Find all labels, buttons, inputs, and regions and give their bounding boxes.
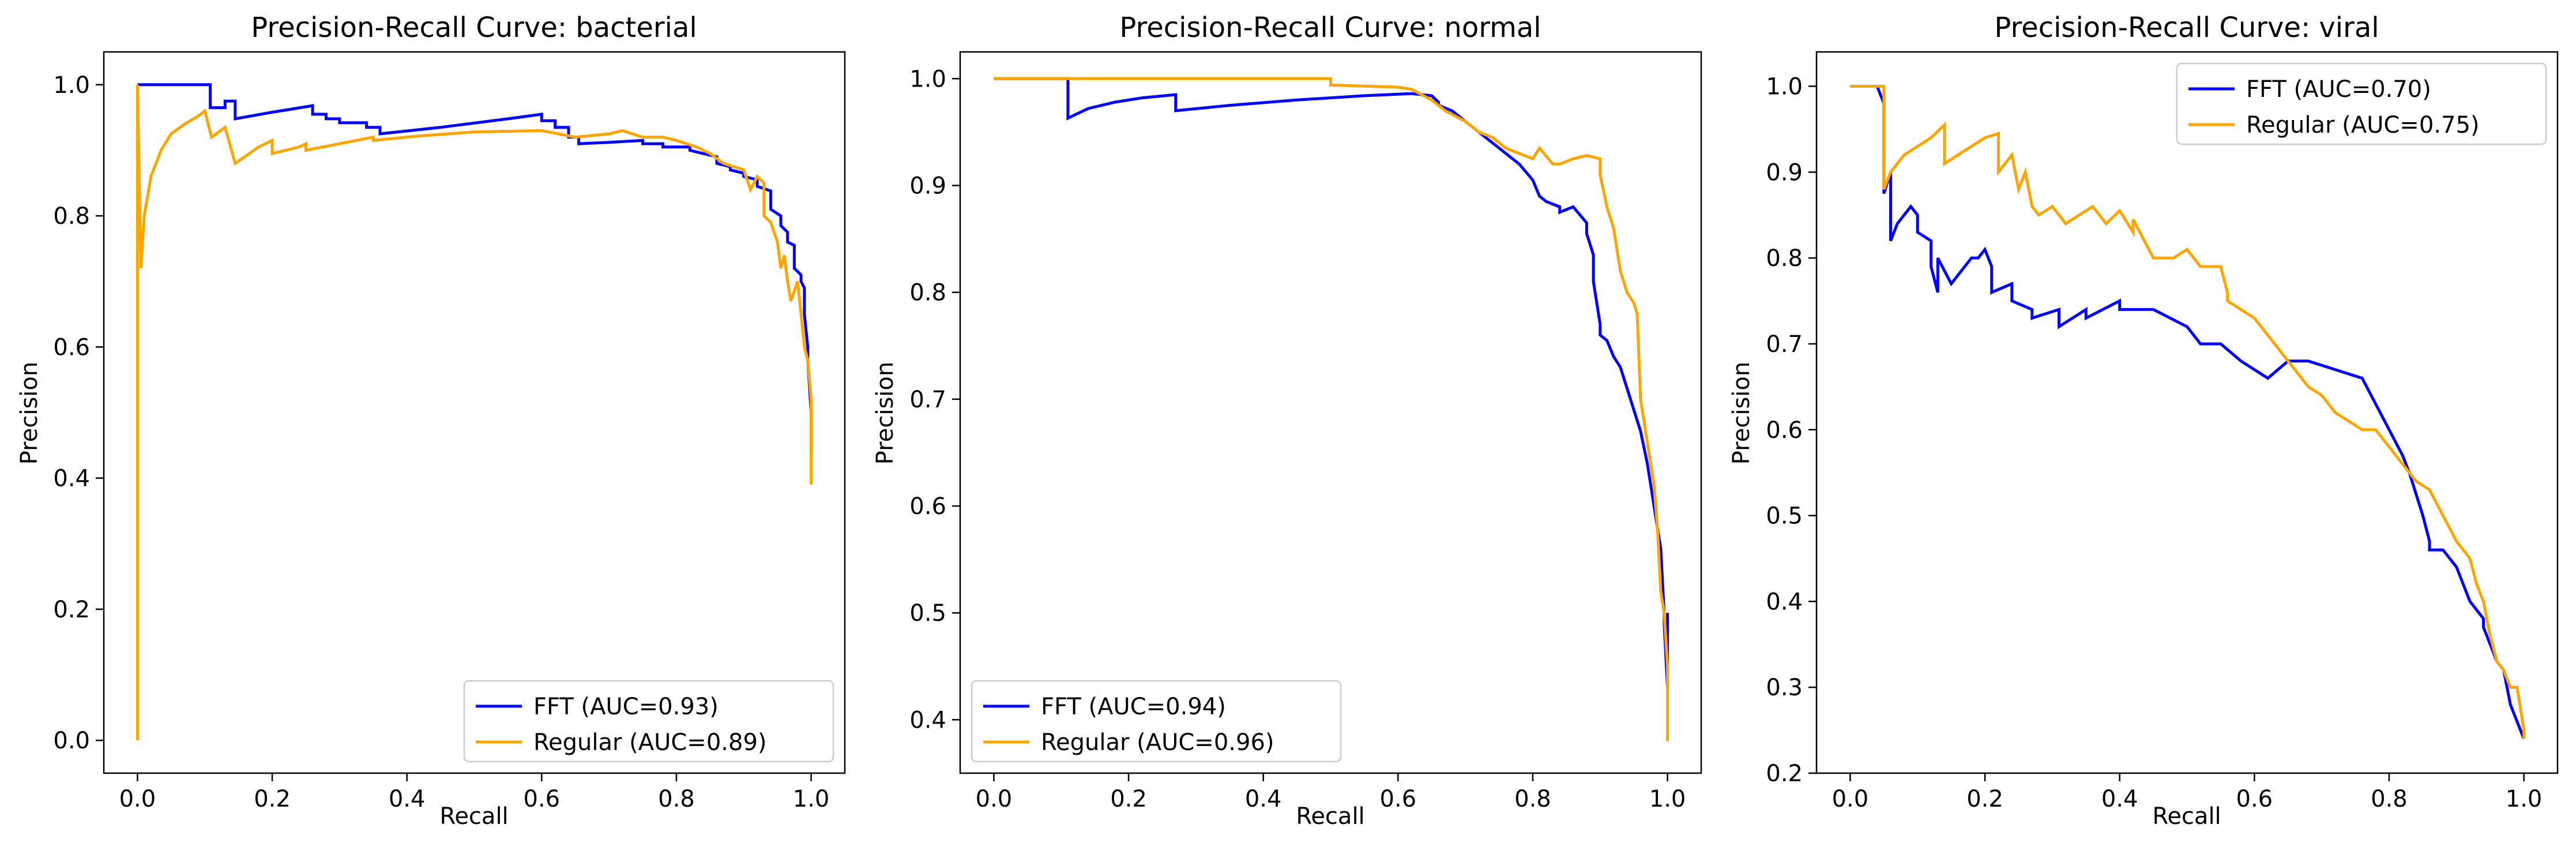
y-tick-label: 0.2 xyxy=(1766,760,1803,787)
y-tick-label: 0.2 xyxy=(53,597,90,623)
y-tick-label: 0.5 xyxy=(909,600,946,627)
x-tick-label: 0.2 xyxy=(1110,786,1147,812)
y-tick-label: 0.8 xyxy=(909,280,946,306)
chart-title: Precision-Recall Curve: bacterial xyxy=(251,12,697,44)
x-tick-label: 0.0 xyxy=(1832,786,1869,812)
y-tick-label: 0.4 xyxy=(1766,589,1803,615)
x-tick-label: 0.8 xyxy=(658,786,695,812)
y-tick-label: 0.4 xyxy=(53,466,90,492)
series-layer xyxy=(1850,85,2526,740)
legend-label-regular: Regular (AUC=0.89) xyxy=(533,729,767,756)
y-tick-label: 0.8 xyxy=(1766,245,1803,272)
legend-label-fft: FFT (AUC=0.93) xyxy=(533,694,719,720)
y-axis-label: Precision xyxy=(16,362,43,464)
y-axis-label: Precision xyxy=(872,362,898,464)
y-tick-label: 0.4 xyxy=(909,707,946,733)
x-axis-label: Recall xyxy=(2152,803,2221,830)
series-layer xyxy=(136,83,813,741)
x-tick-label: 0.0 xyxy=(976,786,1013,812)
y-tick-label: 1.0 xyxy=(53,72,90,99)
series-layer xyxy=(994,77,1669,741)
series-line-fft xyxy=(1850,85,2525,740)
plot-frame xyxy=(103,51,846,774)
y-tick-label: 0.5 xyxy=(1766,503,1803,530)
legend-label-regular: Regular (AUC=0.75) xyxy=(2246,112,2480,138)
legend-box xyxy=(2176,62,2547,145)
y-tick-label: 0.7 xyxy=(1766,331,1803,358)
series-line-fft xyxy=(137,83,813,452)
chart-panel-bacterial: Precision-Recall Curve: bacterial Recall… xyxy=(16,12,846,830)
legend-label-regular: Regular (AUC=0.96) xyxy=(1041,729,1274,756)
x-tick-label: 0.8 xyxy=(1514,786,1551,812)
x-tick-label: 0.6 xyxy=(524,786,561,812)
x-axis-label: Recall xyxy=(1296,803,1364,830)
series-line-regular xyxy=(1850,85,2526,739)
x-tick-label: 0.6 xyxy=(2236,786,2273,812)
x-tick-label: 0.4 xyxy=(389,786,426,812)
legend-box xyxy=(463,680,834,763)
plot-frame xyxy=(1815,51,2559,774)
y-tick-label: 0.3 xyxy=(1766,674,1803,701)
y-tick-label: 1.0 xyxy=(909,66,946,92)
chart-title: Precision-Recall Curve: viral xyxy=(1994,12,2379,44)
x-tick-label: 0.4 xyxy=(2101,786,2138,812)
chart-title: Precision-Recall Curve: normal xyxy=(1119,12,1541,44)
x-tick-label: 1.0 xyxy=(1649,786,1686,812)
x-tick-label: 0.4 xyxy=(1245,786,1282,812)
x-axis-label: Recall xyxy=(439,803,508,830)
y-tick-label: 0.7 xyxy=(909,387,946,413)
legend-box xyxy=(971,680,1342,763)
x-tick-label: 0.8 xyxy=(2371,786,2408,812)
x-tick-label: 1.0 xyxy=(2506,786,2543,812)
y-tick-label: 0.9 xyxy=(909,173,946,199)
y-tick-label: 1.0 xyxy=(1766,74,1803,100)
series-line-regular xyxy=(994,77,1669,741)
y-tick-label: 0.6 xyxy=(53,334,90,361)
x-tick-label: 1.0 xyxy=(793,786,830,812)
series-line-regular xyxy=(136,84,813,741)
plot-frame xyxy=(959,51,1702,774)
y-tick-label: 0.6 xyxy=(909,493,946,520)
x-tick-label: 0.6 xyxy=(1380,786,1417,812)
y-axis-label: Precision xyxy=(1728,362,1755,464)
series-line-fft xyxy=(994,77,1669,688)
y-tick-label: 0.6 xyxy=(1766,417,1803,444)
chart-panel-viral: Precision-Recall Curve: viral Recall Pre… xyxy=(1728,12,2559,830)
y-tick-label: 0.8 xyxy=(53,203,90,230)
axis-ticks: 0.0 0.2 0.4 0.6 0.8 1.0 0.4 0.5 0.6 0.7 0.8 0.9 1.0 xyxy=(909,66,1686,812)
legend-label-fft: FFT (AUC=0.94) xyxy=(1041,694,1226,720)
legend: FFT (AUC=0.94) Regular (AUC=0.96) xyxy=(971,680,1342,763)
legend: FFT (AUC=0.70) Regular (AUC=0.75) xyxy=(2176,62,2547,145)
chart-panel-normal: Precision-Recall Curve: normal Recall Pr… xyxy=(872,12,1702,830)
y-tick-label: 0.0 xyxy=(53,728,90,754)
x-tick-label: 0.0 xyxy=(119,786,156,812)
x-tick-label: 0.2 xyxy=(1966,786,2003,812)
y-tick-label: 0.9 xyxy=(1766,159,1803,186)
legend-label-fft: FFT (AUC=0.70) xyxy=(2246,76,2431,103)
axis-ticks: 0.0 0.2 0.4 0.6 0.8 1.0 0.2 0.3 0.4 0.5 0.6 0.7 0.8 0… xyxy=(1766,74,2542,812)
legend: FFT (AUC=0.93) Regular (AUC=0.89) xyxy=(463,680,834,763)
x-tick-label: 0.2 xyxy=(254,786,291,812)
axis-ticks: 0.0 0.2 0.4 0.6 0.8 1.0 0.0 0.2 0.4 0.6 0.8 1.0 xyxy=(53,72,829,812)
